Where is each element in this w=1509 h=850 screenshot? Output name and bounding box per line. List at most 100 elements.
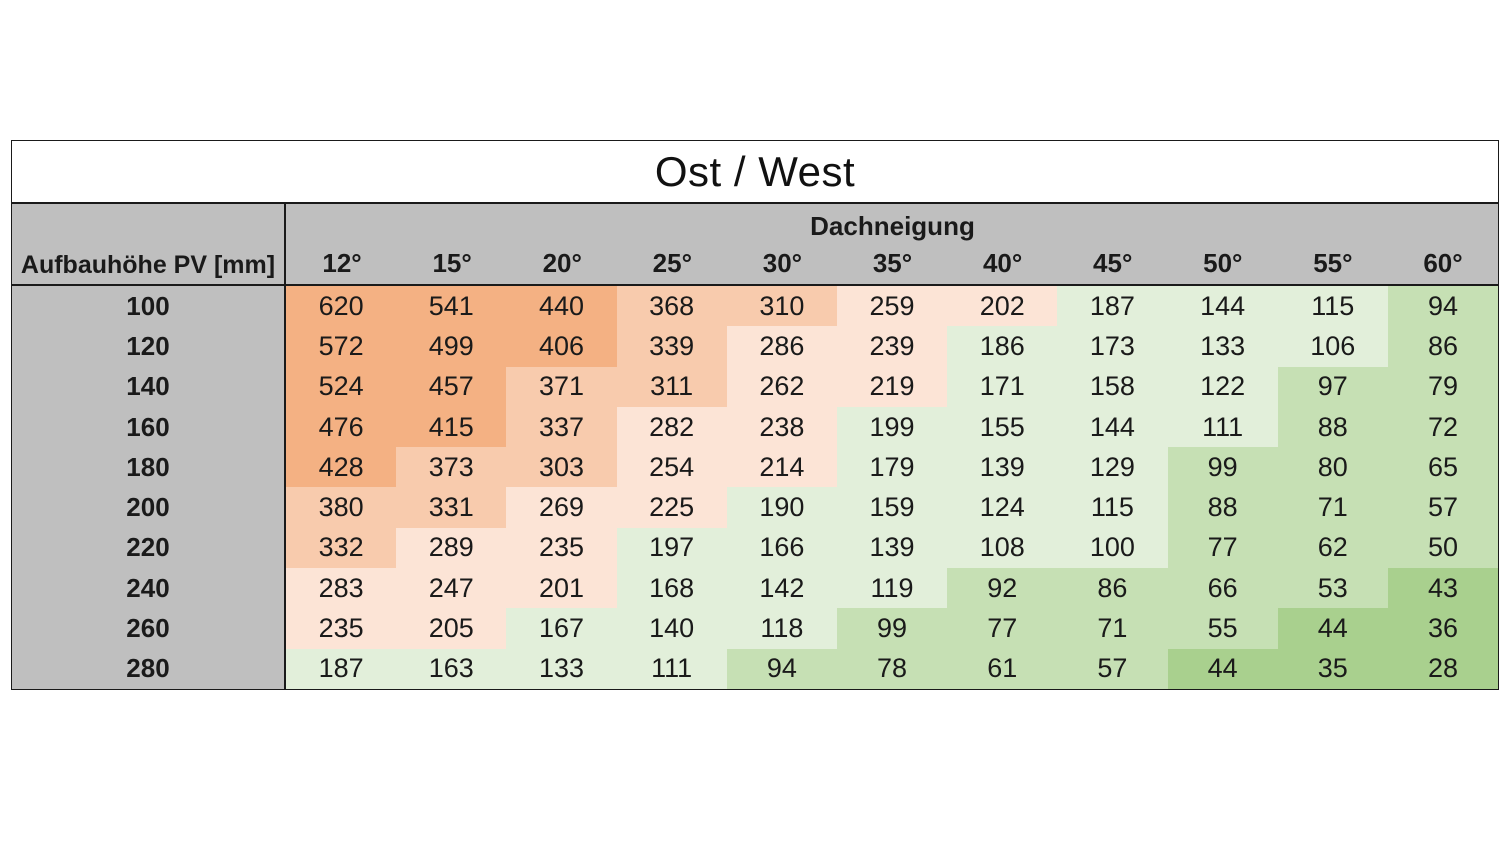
column-header: 45° (1093, 247, 1133, 278)
table-cell: 205 (396, 608, 507, 649)
table-cell: 368 (616, 286, 727, 327)
column-header: 12° (322, 247, 362, 278)
table-cell: 337 (506, 406, 617, 448)
table-cell: 428 (286, 447, 397, 488)
column-header: 40° (982, 247, 1023, 278)
table-cell: 283 (286, 568, 397, 609)
table-title: Ost / West (12, 141, 1498, 204)
table-cell: 282 (616, 406, 727, 448)
table-cell: 80 (1277, 447, 1388, 488)
table-cell: 187 (1057, 286, 1168, 327)
table-body: 100 620 541 440 368 310 259 202 187 144 115 94 120 57… (12, 286, 1499, 689)
table-cell: 119 (836, 568, 948, 609)
table-cell: 262 (726, 366, 837, 407)
table-cell: 115 (1277, 286, 1388, 327)
table-cell: 524 (286, 366, 397, 407)
table-cell: 44 (1277, 608, 1388, 649)
row-label: 280 (12, 648, 286, 689)
table-cell: 190 (726, 487, 837, 528)
table-cell: 77 (1167, 527, 1278, 569)
table-cell: 99 (1167, 447, 1278, 488)
column-headers: 12° 15° 20° 25° 30° 35° 40° 45° 50° 55° 60° (287, 244, 1498, 282)
table-cell: 79 (1387, 366, 1499, 407)
table-cell: 139 (947, 447, 1058, 488)
table-cell: 476 (286, 406, 397, 448)
table-cell: 94 (726, 648, 837, 689)
load-table: Ost / West Aufbauhöhe PV [mm] Dachneigun… (11, 140, 1499, 690)
table-cell: 225 (616, 487, 727, 528)
table-cell: 53 (1277, 568, 1388, 609)
table-cell: 179 (836, 447, 948, 488)
table-cell: 201 (506, 568, 617, 609)
table-cell: 88 (1167, 487, 1278, 528)
table-cell: 239 (836, 326, 948, 367)
table-cell: 140 (616, 608, 727, 649)
table-cell: 43 (1387, 568, 1499, 609)
table-cell: 35 (1277, 648, 1388, 689)
table-cell: 99 (836, 608, 948, 649)
table-cell: 371 (506, 366, 617, 407)
table-cell: 124 (947, 487, 1058, 528)
column-header: 30° (762, 247, 803, 278)
table-cell: 167 (506, 608, 617, 649)
table-cell: 86 (1387, 326, 1499, 367)
table-cell: 122 (1167, 366, 1278, 407)
table-cell: 440 (506, 286, 617, 327)
table-cell: 86 (1057, 568, 1168, 609)
table-cell: 92 (947, 568, 1058, 609)
table-row: 260 235 205 167 140 118 99 77 71 55 44 36 (12, 608, 1499, 649)
table-header: Aufbauhöhe PV [mm] Dachneigung 12° 15° 20°… (12, 204, 1498, 286)
table-cell: 55 (1167, 608, 1278, 649)
table-cell: 144 (1167, 286, 1278, 327)
column-header: 60° (1423, 247, 1463, 278)
table-cell: 166 (726, 527, 837, 569)
table-cell: 159 (836, 487, 948, 528)
table-cell: 457 (396, 366, 507, 407)
table-cell: 269 (506, 487, 617, 528)
table-cell: 115 (1057, 487, 1168, 528)
table-cell: 219 (836, 366, 948, 407)
table-row: 180 428 373 303 254 214 179 139 129 99 80 65 (12, 447, 1499, 488)
table-cell: 247 (396, 568, 507, 609)
column-header: 15° (432, 247, 472, 278)
table-cell: 133 (1167, 326, 1278, 367)
row-label: 200 (12, 487, 286, 528)
table-cell: 50 (1387, 527, 1499, 569)
table-cell: 331 (396, 487, 507, 528)
table-cell: 235 (286, 608, 397, 649)
table-cell: 36 (1387, 608, 1499, 649)
table-cell: 61 (947, 648, 1058, 689)
row-label: 180 (12, 447, 286, 488)
table-cell: 57 (1057, 648, 1168, 689)
table-cell: 202 (947, 286, 1058, 327)
row-label: 100 (12, 286, 286, 327)
column-header: 20° (542, 247, 582, 278)
table-cell: 406 (506, 326, 617, 367)
table-cell: 415 (396, 406, 507, 448)
table-cell: 144 (1057, 406, 1168, 448)
table-cell: 108 (947, 527, 1058, 569)
table-cell: 310 (726, 286, 837, 327)
table-cell: 139 (836, 527, 948, 569)
table-row: 240 283 247 201 168 142 119 92 86 66 53 43 (12, 568, 1499, 609)
table-cell: 171 (947, 366, 1058, 407)
table-cell: 44 (1167, 648, 1278, 689)
table-cell: 380 (286, 487, 397, 528)
table-cell: 57 (1387, 487, 1499, 528)
column-header: 55° (1313, 247, 1353, 278)
table-row: 120 572 499 406 339 286 239 186 173 133 106 86 (12, 326, 1499, 367)
table-cell: 66 (1167, 568, 1278, 609)
table-cell: 72 (1387, 406, 1499, 448)
column-group-label: Dachneigung (810, 210, 975, 241)
table-cell: 100 (1057, 527, 1168, 569)
table-cell: 332 (286, 527, 397, 569)
row-label: 240 (12, 568, 286, 609)
table-cell: 572 (286, 326, 397, 367)
table-cell: 65 (1387, 447, 1499, 488)
table-cell: 199 (836, 406, 948, 448)
row-label: 140 (12, 366, 286, 407)
table-cell: 88 (1277, 406, 1388, 448)
row-label: 160 (12, 406, 286, 448)
row-header-label: Aufbauhöhe PV [mm] (12, 204, 286, 284)
row-label: 120 (12, 326, 286, 367)
